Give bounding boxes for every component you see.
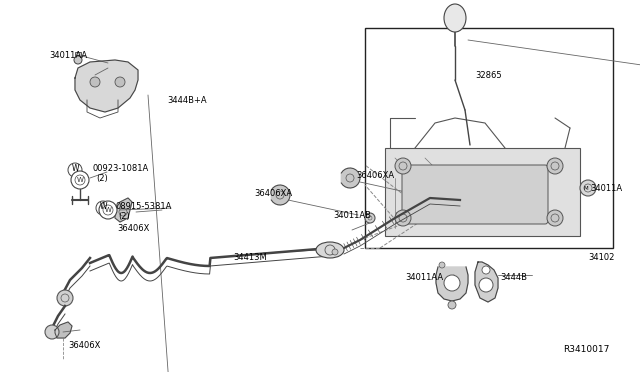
- Text: W: W: [105, 207, 112, 213]
- Circle shape: [479, 278, 493, 292]
- Circle shape: [482, 266, 490, 274]
- Text: 34011AA: 34011AA: [49, 51, 87, 60]
- Circle shape: [439, 262, 445, 268]
- Polygon shape: [436, 267, 468, 301]
- Polygon shape: [271, 185, 290, 205]
- Circle shape: [115, 77, 125, 87]
- Circle shape: [547, 210, 563, 226]
- Bar: [75, 52, 81, 58]
- Circle shape: [580, 180, 596, 196]
- Circle shape: [68, 163, 82, 177]
- Circle shape: [96, 201, 110, 215]
- Text: R3410017: R3410017: [563, 346, 609, 355]
- Text: 32865: 32865: [475, 71, 502, 80]
- Ellipse shape: [316, 242, 344, 258]
- Circle shape: [395, 158, 411, 174]
- Circle shape: [332, 249, 338, 255]
- Text: M: M: [584, 186, 589, 190]
- Circle shape: [90, 77, 100, 87]
- Text: 00923-1081A: 00923-1081A: [92, 164, 148, 173]
- Circle shape: [99, 201, 117, 219]
- Text: 34011AA: 34011AA: [405, 273, 443, 282]
- Circle shape: [71, 171, 89, 189]
- Circle shape: [74, 56, 82, 64]
- Ellipse shape: [444, 4, 466, 32]
- Text: 34011AB: 34011AB: [333, 211, 371, 219]
- FancyBboxPatch shape: [402, 165, 548, 224]
- Text: W: W: [100, 202, 108, 211]
- Bar: [365, 28, 613, 248]
- Text: W: W: [72, 164, 79, 173]
- Circle shape: [448, 301, 456, 309]
- Text: (2): (2): [118, 212, 130, 221]
- Circle shape: [365, 213, 375, 223]
- Polygon shape: [115, 198, 132, 222]
- Polygon shape: [475, 262, 498, 302]
- Text: 36406XA: 36406XA: [254, 189, 292, 198]
- Text: 36406XA: 36406XA: [356, 170, 394, 180]
- Polygon shape: [55, 322, 72, 338]
- Bar: [385, 148, 580, 236]
- Text: 3444B+A: 3444B+A: [167, 96, 207, 105]
- Text: 08915-5381A: 08915-5381A: [115, 202, 172, 211]
- Text: 34413M: 34413M: [233, 253, 267, 263]
- Polygon shape: [75, 60, 138, 112]
- Circle shape: [57, 290, 73, 306]
- Text: 36406X: 36406X: [117, 224, 149, 232]
- Text: 34102: 34102: [588, 253, 614, 263]
- Circle shape: [45, 325, 59, 339]
- Text: (2): (2): [96, 173, 108, 183]
- Text: 3444B: 3444B: [500, 273, 527, 282]
- Circle shape: [547, 158, 563, 174]
- Text: W: W: [77, 177, 84, 183]
- Circle shape: [395, 210, 411, 226]
- Circle shape: [444, 275, 460, 291]
- Polygon shape: [341, 168, 360, 188]
- Text: 34011A: 34011A: [590, 183, 622, 192]
- Text: 36406X: 36406X: [68, 340, 100, 350]
